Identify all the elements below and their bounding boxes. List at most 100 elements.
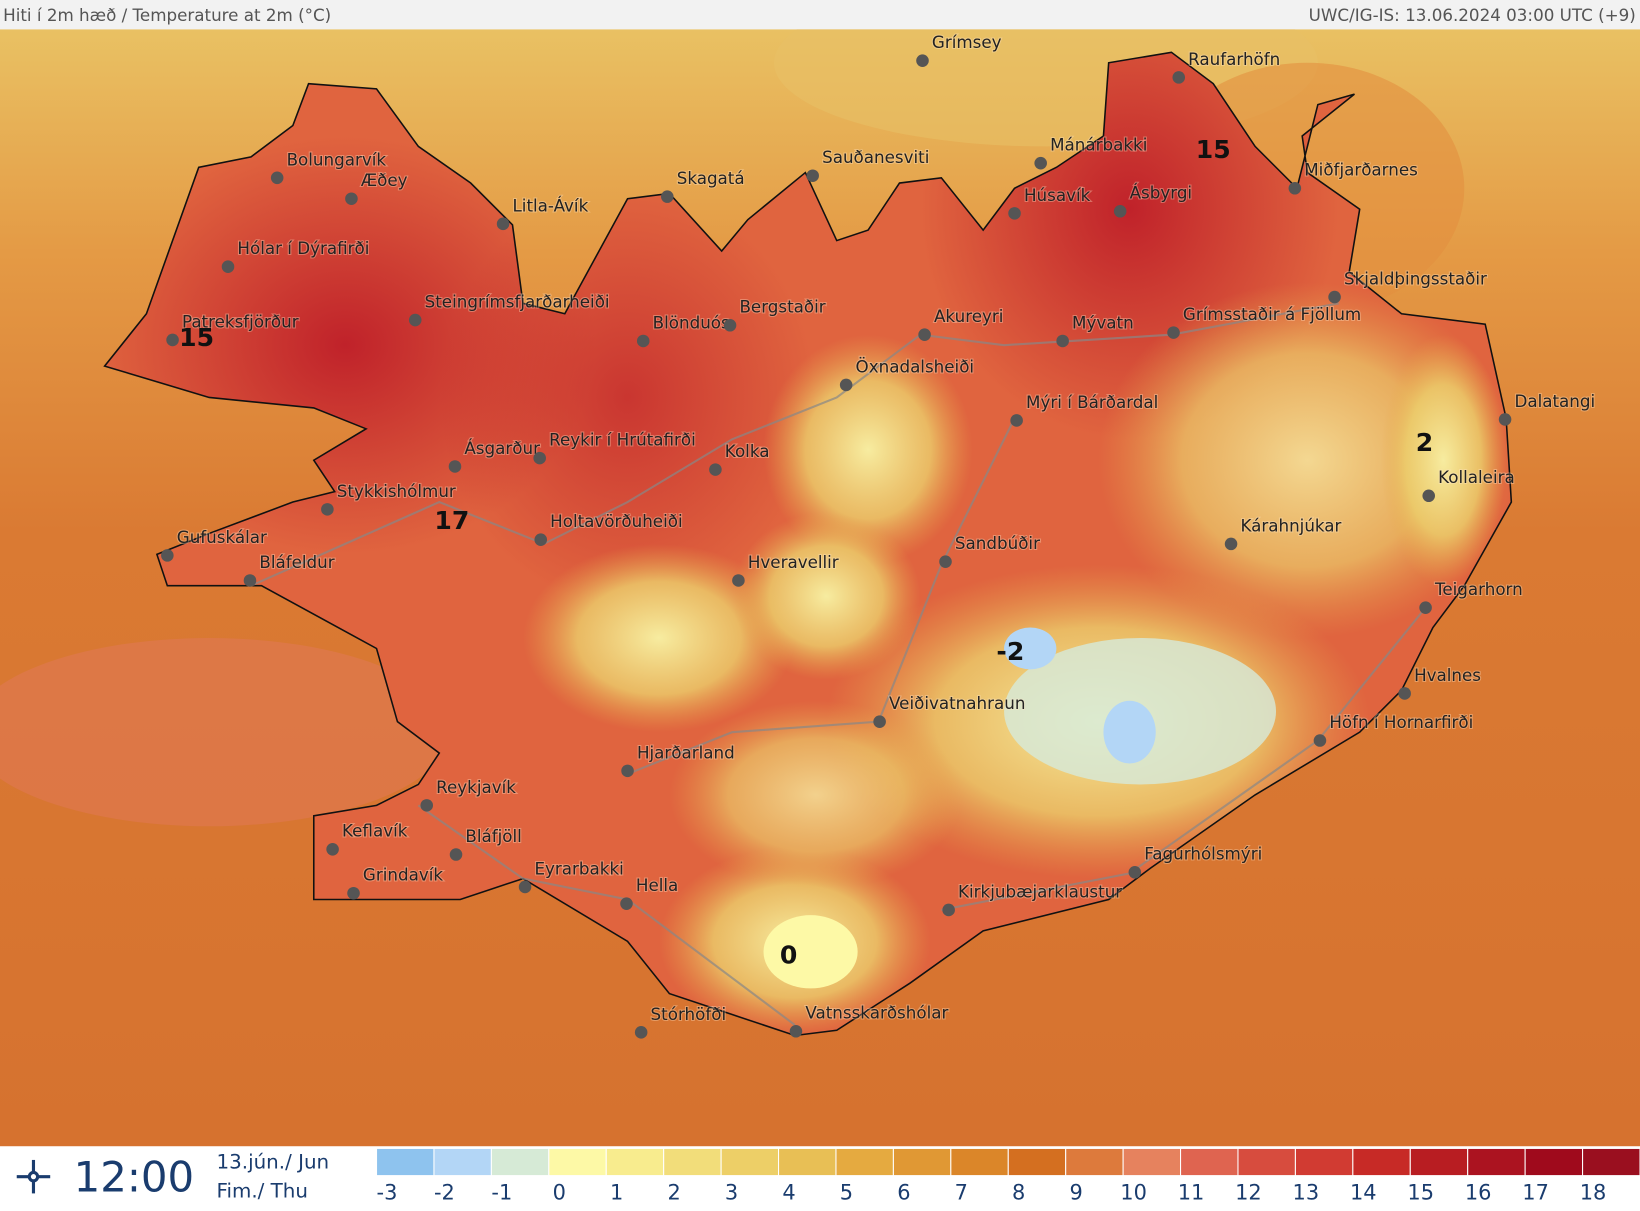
legend-swatch	[1352, 1147, 1411, 1177]
legend-label: 0	[553, 1181, 566, 1205]
legend-swatch	[1237, 1147, 1296, 1177]
station-dot	[321, 503, 334, 516]
station-label: Grindavík	[363, 865, 443, 885]
legend-label: 7	[955, 1181, 968, 1205]
station-label: Mýri í Bárðardal	[1026, 392, 1158, 412]
station-label: Akureyri	[934, 306, 1003, 326]
station-label: Gufuskálar	[177, 527, 267, 547]
station-dot	[1167, 326, 1180, 339]
legend-label: 14	[1350, 1181, 1377, 1205]
station-dot	[1498, 413, 1512, 426]
legend-label: 15	[1407, 1181, 1434, 1205]
legend-swatch	[663, 1147, 722, 1177]
wind-icon[interactable]	[16, 1159, 51, 1194]
legend-label: 9	[1069, 1181, 1082, 1205]
station-dot	[448, 460, 462, 473]
station-label: Kollaleira	[1438, 467, 1515, 487]
station-dot	[1128, 866, 1142, 879]
legend-swatch	[1582, 1147, 1640, 1177]
legend-swatch	[1294, 1147, 1354, 1177]
station-dot	[1328, 290, 1341, 304]
legend-label: 1	[610, 1181, 623, 1205]
station-label: Ásgarður	[464, 438, 540, 458]
station-dot	[1010, 414, 1023, 427]
station-label: Hvalnes	[1414, 665, 1481, 685]
station-dot	[1419, 601, 1432, 614]
station-dot	[916, 54, 929, 67]
header-bar	[0, 0, 1640, 30]
station-dot	[534, 533, 548, 546]
station-dot	[732, 574, 745, 587]
station-dot	[345, 192, 358, 206]
station-dot	[496, 217, 510, 231]
station-label: Fagurhólsmýri	[1144, 844, 1262, 864]
temperature-label: 15	[179, 323, 214, 352]
station-label: Eyrarbakki	[534, 858, 623, 878]
station-label: Kolka	[725, 441, 770, 461]
station-label: Patreksfjörður	[182, 311, 299, 331]
legend-swatch	[1065, 1147, 1124, 1177]
footer-date: 13.jún./ Jun	[217, 1150, 330, 1173]
station-label: Skagatá	[677, 168, 745, 188]
station-dot	[1313, 734, 1327, 747]
legend-swatch	[1409, 1147, 1469, 1177]
legend-label: 6	[897, 1181, 910, 1205]
station-dot	[1172, 71, 1186, 84]
station-dot	[621, 764, 634, 778]
station-label: Ásbyrgi	[1130, 183, 1192, 203]
station-dot	[161, 549, 174, 562]
station-dot	[1056, 334, 1069, 348]
station-label: Sandbúðir	[955, 533, 1040, 553]
legend-swatch	[778, 1147, 837, 1177]
legend-swatch	[1180, 1147, 1239, 1177]
station-dot	[942, 903, 955, 917]
station-dot	[839, 378, 853, 392]
station-dot	[939, 555, 952, 568]
station-dot	[918, 328, 931, 341]
station-label: Blönduós	[653, 312, 730, 332]
temperature-label: 2	[1416, 428, 1433, 457]
station-dot	[326, 843, 339, 856]
station-label: Reykir í Hrútafirði	[549, 430, 696, 450]
station-dot	[518, 880, 532, 894]
station-dot	[1398, 687, 1411, 700]
station-dot	[723, 319, 737, 332]
station-dot	[789, 1025, 803, 1038]
station-label: Litla-Ávík	[513, 195, 589, 215]
legend-label: 4	[782, 1181, 795, 1205]
station-label: Grímsey	[932, 32, 1002, 52]
station-dot	[221, 260, 235, 273]
legend-label: 5	[840, 1181, 853, 1205]
station-label: Bláfeldur	[259, 552, 334, 572]
station-dot	[1422, 489, 1435, 503]
station-dot	[533, 451, 546, 465]
station-dot	[449, 848, 463, 861]
station-label: Húsavík	[1024, 185, 1091, 205]
legend-swatch	[605, 1147, 665, 1177]
station-label: Grímsstaðir á Fjöllum	[1183, 304, 1361, 324]
station-label: Bolungarvík	[287, 149, 387, 169]
legend-label: 16	[1465, 1181, 1492, 1205]
station-label: Hjarðarland	[637, 742, 735, 762]
station-label: Mánárbakki	[1050, 135, 1147, 155]
legend-label: 13	[1293, 1181, 1320, 1205]
temperature-label: 15	[1196, 135, 1231, 164]
legend-swatch	[1467, 1147, 1526, 1177]
station-label: Reykjavík	[436, 777, 516, 797]
legend-label: 2	[667, 1181, 680, 1205]
station-dot	[408, 313, 422, 327]
station-label: Stórhöfði	[651, 1004, 727, 1024]
station-dot	[709, 463, 722, 476]
legend-label: 17	[1522, 1181, 1549, 1205]
legend-swatch	[433, 1147, 492, 1177]
station-label: Höfn í Hornarfirði	[1329, 712, 1473, 732]
station-label: Hella	[636, 875, 678, 895]
legend-label: -3	[377, 1181, 398, 1205]
legend-swatch	[376, 1147, 435, 1177]
sea-field	[0, 638, 450, 827]
header-title: Hiti í 2m hæð / Temperature at 2m (°C)	[3, 5, 331, 25]
station-label: Steingrímsfjarðarheiði	[425, 292, 610, 312]
